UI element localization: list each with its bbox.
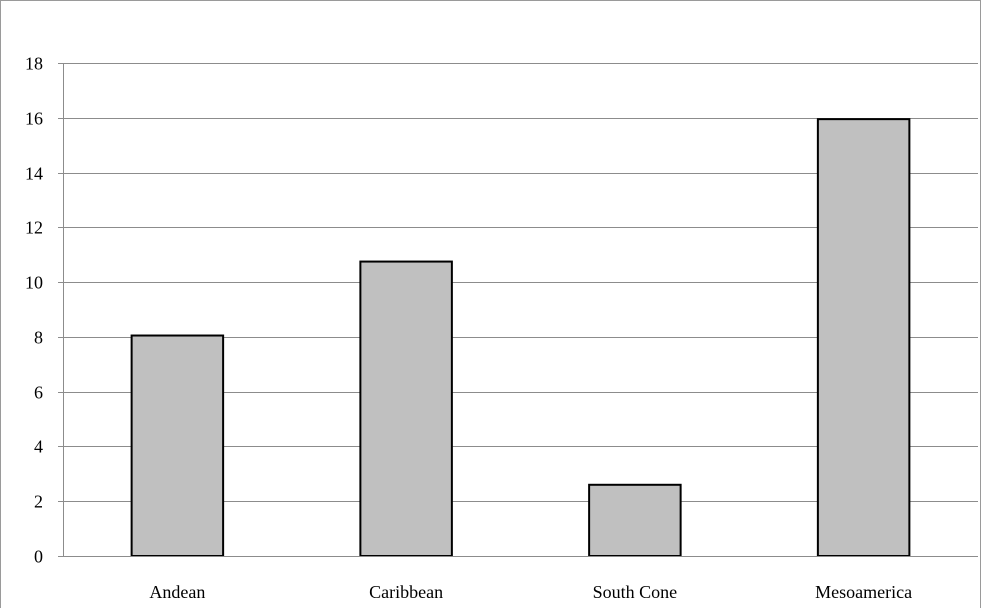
x-axis-category-labels: Andean Caribbean South Cone Mesoamerica: [149, 582, 912, 602]
bar-south-cone: [588, 483, 682, 557]
y-tick-label-0: 0: [34, 547, 43, 567]
y-tick-label-4: 4: [34, 437, 43, 457]
y-tick-label-2: 2: [34, 492, 43, 512]
y-tick-label-8: 8: [34, 328, 43, 348]
x-category-label-mesoamerica: Mesoamerica: [815, 582, 912, 602]
y-axis-tick-labels: 0 2 4 6 8 10 12 14 16 18: [25, 54, 43, 567]
x-category-label-south-cone: South Cone: [593, 582, 678, 602]
y-tick-label-10: 10: [25, 273, 43, 293]
x-category-label-caribbean: Caribbean: [369, 582, 443, 602]
x-category-label-andean: Andean: [149, 582, 205, 602]
y-tick-label-18: 18: [25, 54, 43, 74]
bar-mesoamerica: [816, 118, 911, 558]
y-tick-label-6: 6: [34, 383, 43, 403]
axes: [58, 63, 978, 557]
bar-andean: [130, 334, 225, 557]
y-tick-label-16: 16: [25, 109, 43, 129]
y-tick-label-12: 12: [25, 218, 43, 238]
bars: [130, 118, 911, 558]
y-tick-label-14: 14: [25, 164, 43, 184]
bar-caribbean: [359, 260, 453, 557]
